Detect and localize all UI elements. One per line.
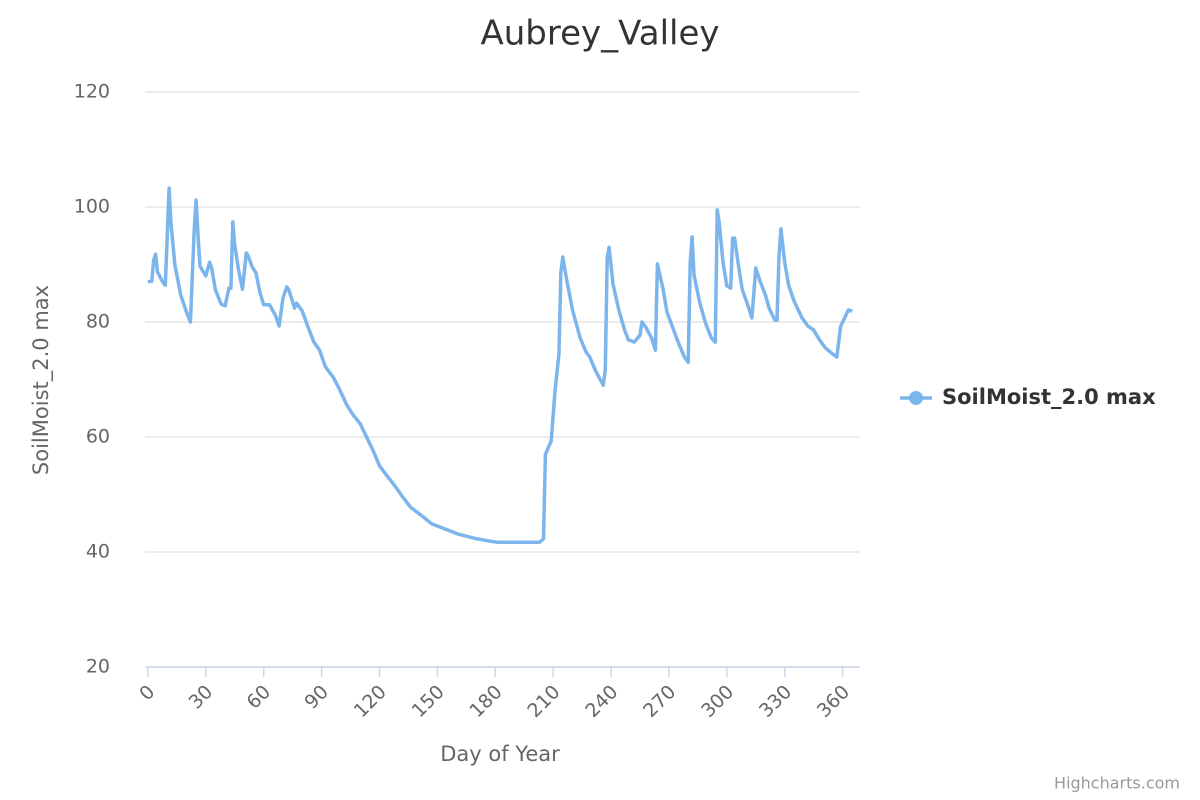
x-tick-label: 150	[408, 681, 449, 722]
chart-title: Aubrey_Valley	[480, 14, 719, 54]
x-tick-label: 210	[523, 681, 564, 722]
x-tick-label: 60	[242, 681, 275, 714]
x-tick-label: 330	[755, 681, 796, 722]
legend-symbol-marker	[909, 391, 923, 405]
x-tick-label: 0	[135, 681, 159, 705]
y-tick-label: 20	[86, 656, 110, 678]
x-axis-title: Day of Year	[440, 742, 560, 766]
x-tick-label: 120	[350, 681, 391, 722]
credits[interactable]: Highcharts.com	[1054, 774, 1180, 793]
legend-item[interactable]: SoilMoist_2.0 max	[942, 385, 1156, 409]
y-tick-label: 60	[86, 426, 110, 448]
data-line	[147, 186, 853, 544]
y-tick-label: 80	[86, 311, 110, 333]
x-tick-label: 180	[465, 681, 506, 722]
y-tick-label: 100	[74, 196, 110, 218]
y-tick-label: 120	[74, 81, 110, 103]
x-tick-label: 300	[697, 681, 738, 722]
x-tick-label: 240	[581, 681, 622, 722]
y-tick-label: 40	[86, 541, 110, 563]
x-tick-label: 90	[300, 681, 333, 714]
x-tick-label: 30	[185, 681, 218, 714]
x-tick-label: 360	[813, 681, 854, 722]
x-tick-label: 270	[639, 681, 680, 722]
y-axis-title: SoilMoist_2.0 max	[29, 285, 54, 475]
